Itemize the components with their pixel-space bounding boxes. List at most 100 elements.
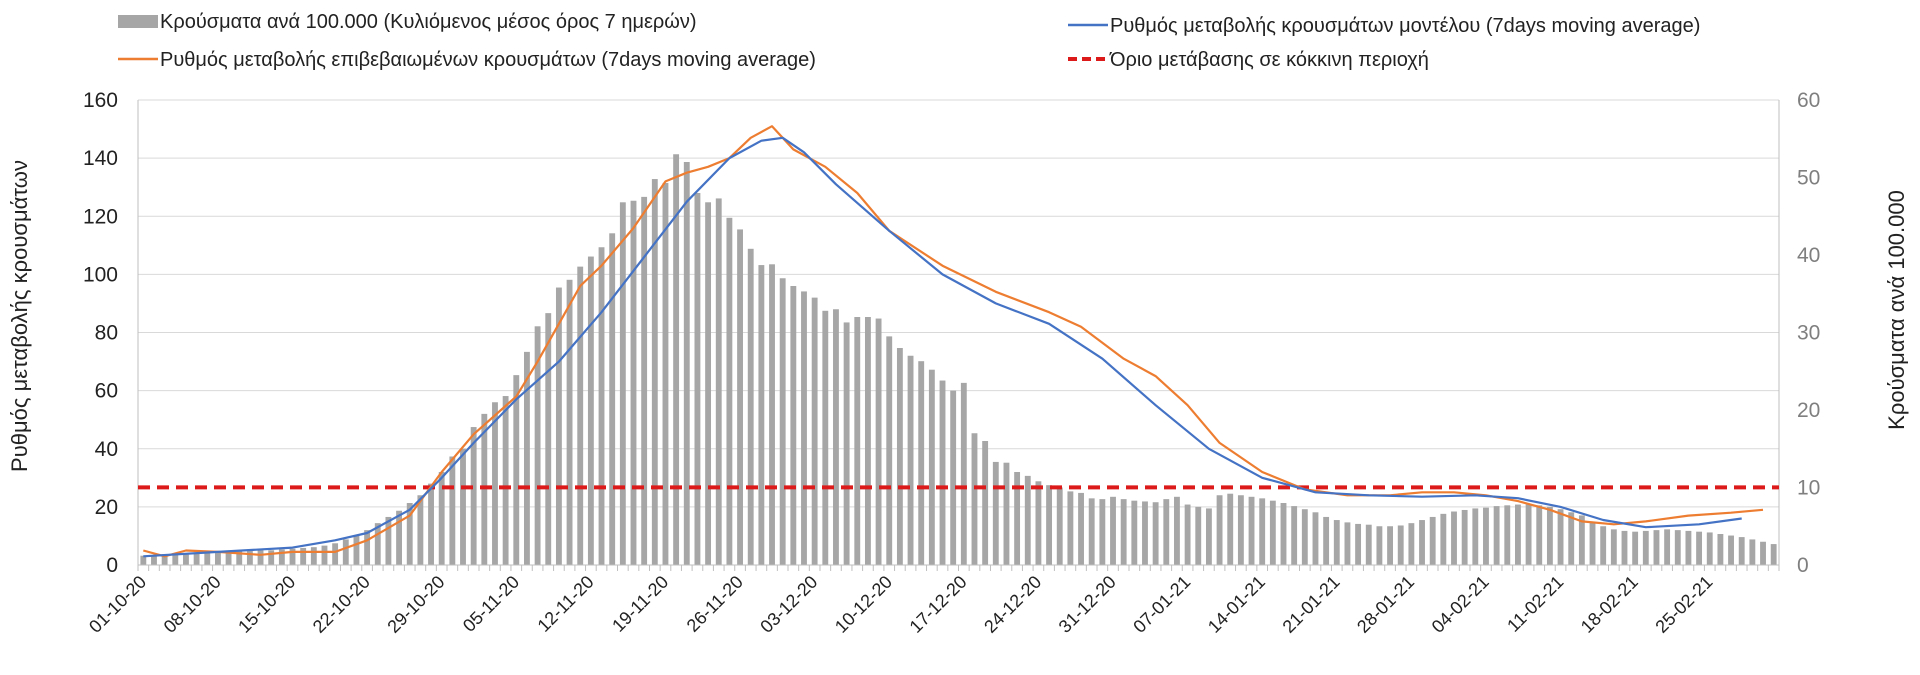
bar (1312, 512, 1319, 565)
bar (278, 549, 285, 565)
y-left-tick-label: 140 (83, 147, 118, 170)
bar (641, 196, 648, 565)
bar (385, 516, 392, 565)
bar (374, 523, 381, 565)
x-tick-label: 22-10-20 (309, 572, 374, 637)
bar (1259, 498, 1266, 565)
bar (417, 495, 424, 565)
bar (1120, 499, 1127, 565)
bar (737, 229, 743, 566)
bar (864, 317, 871, 565)
bar (1269, 500, 1276, 565)
y-left-tick-label: 80 (95, 322, 118, 345)
bar (1408, 523, 1415, 565)
bar (1685, 530, 1692, 565)
y-right-tick-label: 20 (1797, 399, 1820, 422)
x-tick-label: 26-11-20 (683, 572, 747, 636)
bar (1387, 526, 1393, 565)
bar (705, 202, 712, 566)
bar (225, 551, 232, 565)
bar (1078, 492, 1084, 565)
x-tick-label: 03-12-20 (756, 572, 821, 637)
x-tick-label: 05-11-20 (459, 572, 523, 636)
bar (300, 547, 307, 565)
bar (950, 390, 957, 565)
bar (1131, 500, 1138, 565)
bar (1696, 531, 1703, 565)
bar (438, 472, 445, 565)
bar (683, 162, 690, 565)
x-tick-label: 08-10-20 (160, 572, 225, 637)
bar (364, 530, 371, 565)
bar (1728, 535, 1734, 565)
bar (630, 200, 637, 565)
bar (1323, 516, 1330, 565)
x-tick-label: 18-02-21 (1577, 572, 1642, 637)
bar (161, 554, 168, 565)
x-tick-label: 29-10-20 (383, 572, 448, 637)
y-right-tick-label: 60 (1797, 89, 1820, 112)
bar (1291, 506, 1298, 565)
bar (214, 551, 221, 565)
bar (1610, 529, 1617, 565)
y-left-tick-label: 120 (83, 205, 118, 228)
bar (907, 355, 914, 565)
bar (939, 380, 946, 565)
legend-bars-swatch (118, 15, 158, 28)
x-tick-label: 31-12-20 (1055, 572, 1120, 637)
y-right-tick-label: 0 (1797, 554, 1809, 577)
bar (822, 310, 829, 565)
x-tick-label: 15-10-20 (234, 572, 299, 637)
bar (396, 510, 402, 565)
bar (1546, 506, 1553, 565)
bar (1568, 512, 1575, 565)
x-tick-label: 07-01-21 (1129, 572, 1194, 637)
bar (971, 433, 978, 565)
y-left-tick-label: 20 (95, 496, 118, 519)
bar (1653, 530, 1660, 565)
bar (960, 382, 967, 565)
bar (1355, 523, 1362, 565)
bar (896, 348, 903, 565)
bar (555, 287, 562, 565)
x-tick-label: 19-11-20 (608, 572, 672, 636)
bar (481, 413, 488, 565)
bar (204, 551, 211, 565)
bar (1397, 525, 1404, 565)
x-tick-label: 10-12-20 (831, 572, 896, 637)
x-tick-label: 12-11-20 (534, 572, 598, 636)
bar (1429, 516, 1436, 565)
bar (1110, 496, 1116, 565)
bar (332, 543, 339, 565)
bar (342, 539, 349, 565)
bar (673, 154, 680, 565)
bars-layer (140, 154, 1777, 566)
x-tick-label: 04-02-21 (1428, 572, 1493, 637)
y-right-title: Κρούσματα ανά 100.000 (1884, 190, 1909, 430)
bar (193, 552, 200, 565)
bar (609, 233, 616, 566)
x-tick-label: 28-01-21 (1353, 572, 1418, 637)
bar (406, 503, 413, 565)
bar (843, 322, 850, 565)
bar (1642, 530, 1649, 565)
bar (1376, 526, 1383, 565)
x-tick-label: 14-01-21 (1204, 572, 1269, 637)
bar (758, 265, 765, 565)
bar (1749, 539, 1756, 565)
bar (534, 326, 541, 565)
bar (1504, 505, 1511, 565)
bar (140, 555, 147, 565)
bar (1184, 504, 1191, 565)
bar (183, 553, 189, 565)
bar (1152, 502, 1159, 565)
y-left-tick-label: 40 (95, 438, 118, 461)
bar (1632, 531, 1639, 565)
bar (1035, 481, 1042, 565)
bar (928, 369, 935, 565)
bar (172, 553, 179, 565)
bar (886, 336, 893, 565)
bar (854, 317, 861, 565)
bar (726, 217, 733, 566)
